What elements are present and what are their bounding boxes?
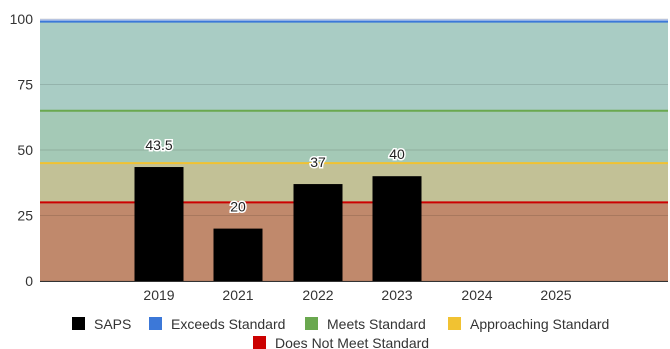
bars xyxy=(134,167,422,281)
y-tick-label-0: 0 xyxy=(25,273,33,289)
legend-label-4: Does Not Meet Standard xyxy=(275,335,429,349)
x-axis-ticks: 2019 2021 2022 2023 2024 2025 xyxy=(143,287,571,303)
legend-swatch-2 xyxy=(305,317,318,330)
x-tick-label-2022: 2022 xyxy=(302,287,333,303)
data-label-2022: 37 xyxy=(310,154,326,170)
legend: SAPS Exceeds Standard Meets Standard Approa… xyxy=(72,316,609,349)
legend-label-2: Meets Standard xyxy=(327,316,426,332)
data-label-2021: 20 xyxy=(230,199,246,215)
legend-swatch-0 xyxy=(72,317,85,330)
x-tick-label-2021: 2021 xyxy=(222,287,253,303)
band-fill-3 xyxy=(40,163,668,203)
legend-swatch-4 xyxy=(253,336,266,349)
bar-2022 xyxy=(293,184,343,281)
bar-2021 xyxy=(213,228,263,281)
y-tick-label-1: 25 xyxy=(17,208,33,224)
band-fill-0 xyxy=(40,19,668,22)
legend-swatch-1 xyxy=(149,317,162,330)
bar-2019 xyxy=(134,167,184,281)
x-tick-label-2025: 2025 xyxy=(540,287,571,303)
band-fill-1 xyxy=(40,21,668,111)
legend-swatch-3 xyxy=(448,317,461,330)
band-fill-2 xyxy=(40,110,668,164)
legend-label-1: Exceeds Standard xyxy=(171,316,285,332)
y-tick-label-3: 75 xyxy=(17,77,33,93)
legend-label-3: Approaching Standard xyxy=(470,316,609,332)
legend-label-0: SAPS xyxy=(94,316,131,332)
x-tick-label-2019: 2019 xyxy=(143,287,174,303)
data-labels: 43.5 20 37 40 xyxy=(144,136,407,217)
y-tick-label-4: 100 xyxy=(10,11,34,27)
band-fill-below xyxy=(40,202,668,281)
x-tick-label-2024: 2024 xyxy=(461,287,492,303)
data-label-2023: 40 xyxy=(389,146,405,162)
y-tick-label-2: 50 xyxy=(17,142,33,158)
y-axis-ticks: 0 25 50 75 100 xyxy=(10,11,34,289)
data-label-2019: 43.5 xyxy=(145,137,172,153)
bar-2023 xyxy=(372,176,422,281)
x-tick-label-2023: 2023 xyxy=(381,287,412,303)
